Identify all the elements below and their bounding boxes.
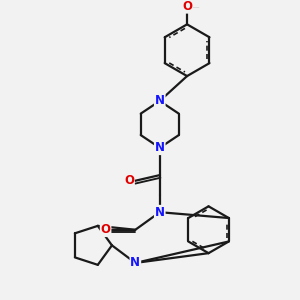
Text: O: O	[182, 0, 192, 13]
Text: N: N	[155, 141, 165, 154]
Text: O: O	[124, 175, 134, 188]
Text: N: N	[155, 206, 165, 219]
Text: N: N	[155, 94, 165, 107]
Text: N: N	[130, 256, 140, 269]
Text: O: O	[100, 223, 111, 236]
